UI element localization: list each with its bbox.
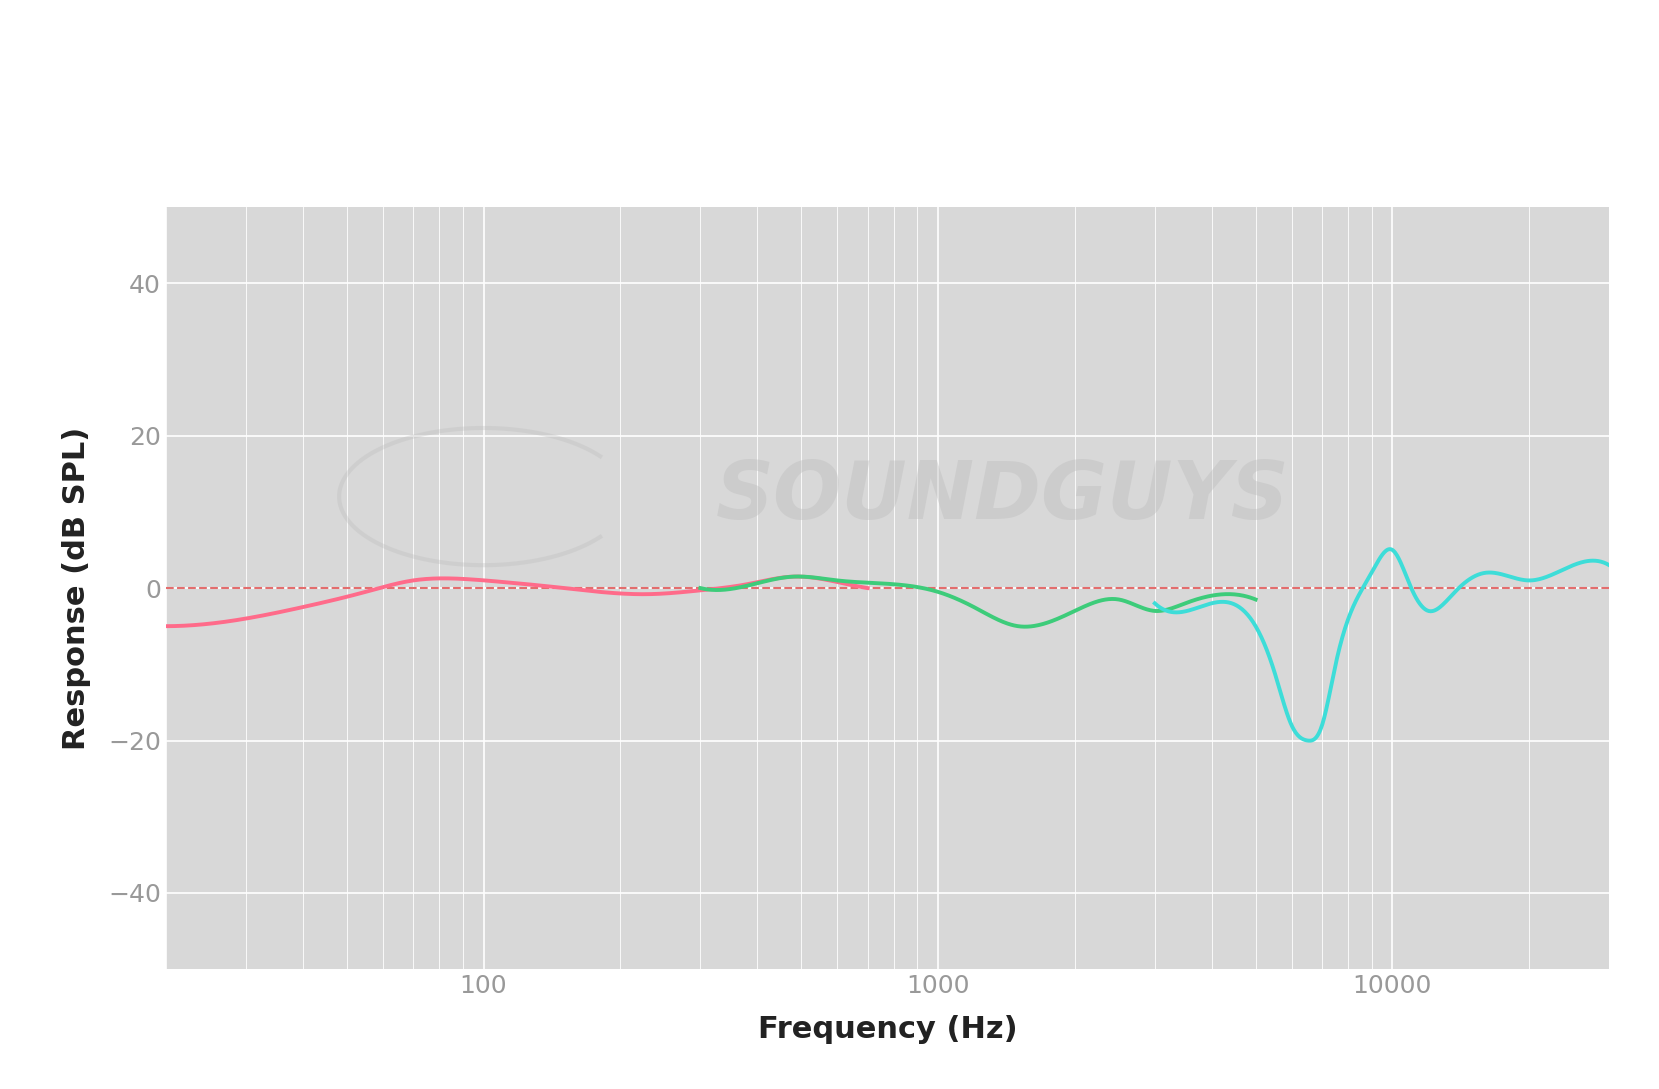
Text: HyperX Cloud Alpha Frequency Response: HyperX Cloud Alpha Frequency Response xyxy=(280,54,1379,99)
Text: SOUNDGUYS: SOUNDGUYS xyxy=(717,457,1291,536)
X-axis label: Frequency (Hz): Frequency (Hz) xyxy=(758,1015,1017,1043)
Y-axis label: Response (dB SPL): Response (dB SPL) xyxy=(63,427,91,749)
